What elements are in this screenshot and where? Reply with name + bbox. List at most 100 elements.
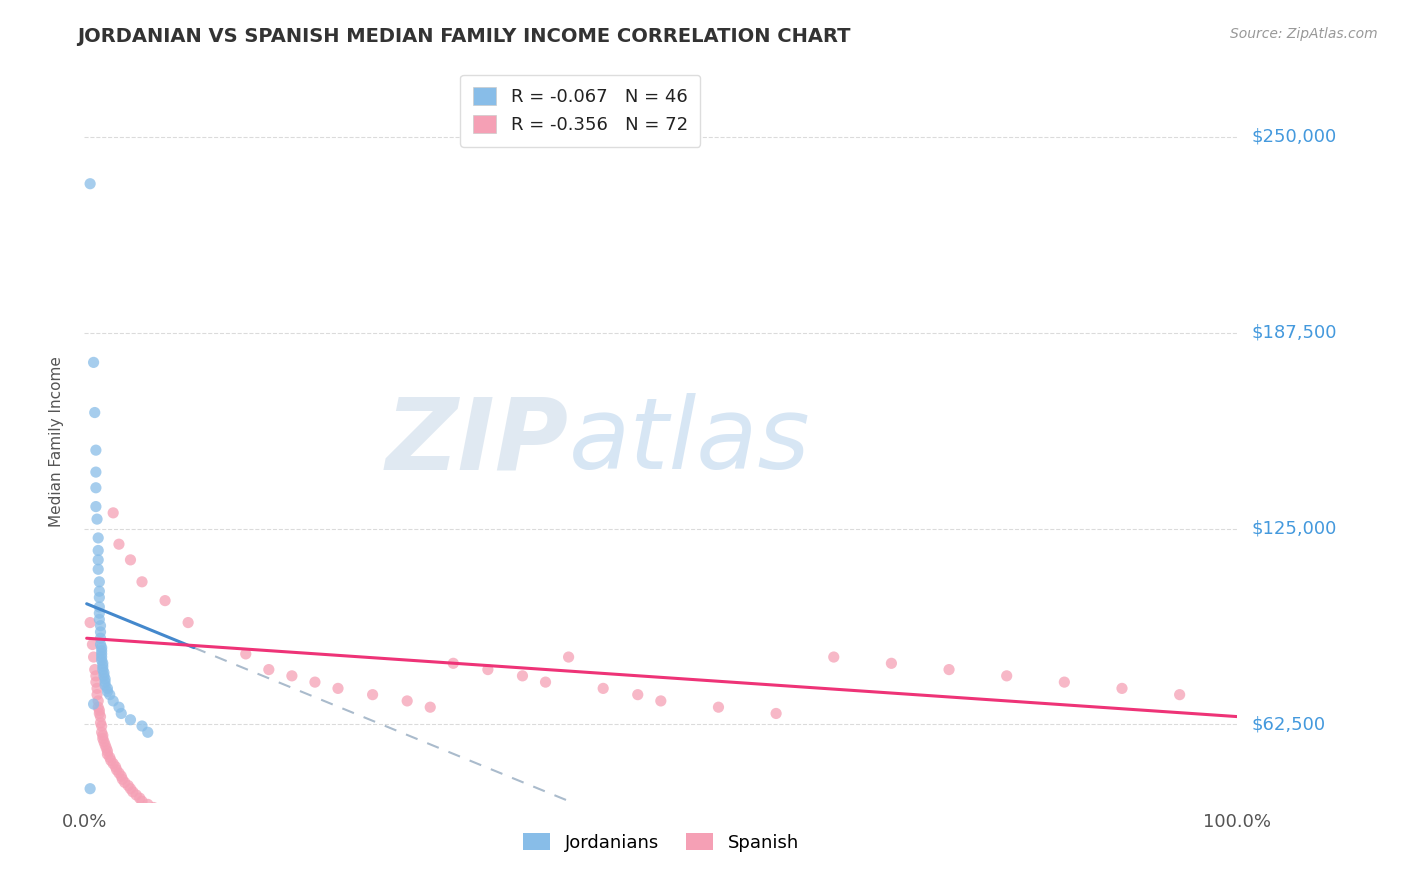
Point <box>111 772 134 787</box>
Point <box>200 813 222 827</box>
Point <box>100 754 122 768</box>
Y-axis label: Median Family Income: Median Family Income <box>49 356 63 527</box>
Point <box>103 694 124 708</box>
Text: JORDANIAN VS SPANISH MEDIAN FAMILY INCOME CORRELATION CHART: JORDANIAN VS SPANISH MEDIAN FAMILY INCOM… <box>77 27 851 45</box>
Text: $125,000: $125,000 <box>1251 519 1337 538</box>
Point <box>110 769 132 783</box>
Point <box>84 669 107 683</box>
Text: atlas: atlas <box>568 393 810 490</box>
Point <box>120 781 142 796</box>
Point <box>90 725 112 739</box>
Point <box>87 694 110 708</box>
Point <box>1111 681 1133 696</box>
Point <box>91 728 114 742</box>
Point <box>79 177 101 191</box>
Point <box>90 640 112 655</box>
Point <box>90 650 112 665</box>
Point <box>177 615 200 630</box>
Point <box>86 688 108 702</box>
Point <box>557 650 579 665</box>
Point <box>89 706 111 721</box>
Point <box>103 506 124 520</box>
Point <box>91 659 114 673</box>
Point <box>89 612 111 626</box>
Point <box>83 355 105 369</box>
Point <box>361 688 384 702</box>
Point <box>104 760 127 774</box>
Legend: Jordanians, Spanish: Jordanians, Spanish <box>516 826 806 859</box>
Point <box>125 788 148 802</box>
Point <box>108 766 131 780</box>
Point <box>441 657 464 671</box>
Point <box>257 663 280 677</box>
Point <box>131 574 153 589</box>
Point <box>90 647 112 661</box>
Point <box>83 650 105 665</box>
Point <box>84 443 107 458</box>
Point <box>211 816 233 830</box>
Point <box>120 553 142 567</box>
Point <box>89 709 111 723</box>
Point <box>995 669 1018 683</box>
Point <box>117 779 139 793</box>
Point <box>87 700 110 714</box>
Point <box>96 747 118 762</box>
Point <box>419 700 441 714</box>
Point <box>98 750 121 764</box>
Text: $250,000: $250,000 <box>1251 128 1337 145</box>
Point <box>142 800 165 814</box>
Point <box>880 657 903 671</box>
Point <box>89 574 111 589</box>
Point <box>1168 688 1191 702</box>
Point <box>89 591 111 605</box>
Point <box>96 741 118 756</box>
Point <box>103 756 124 771</box>
Point <box>87 562 110 576</box>
Point <box>86 512 108 526</box>
Point <box>87 531 110 545</box>
Point <box>94 672 117 686</box>
Point <box>136 725 159 739</box>
Point <box>1053 675 1076 690</box>
Point <box>89 584 111 599</box>
Text: $187,500: $187,500 <box>1251 324 1337 342</box>
Point <box>89 638 111 652</box>
Point <box>938 663 960 677</box>
Point <box>110 706 132 721</box>
Point <box>235 647 257 661</box>
Point <box>153 593 176 607</box>
Point <box>82 638 104 652</box>
Point <box>79 615 101 630</box>
Point <box>84 500 107 514</box>
Point <box>94 678 117 692</box>
Point <box>121 785 143 799</box>
Point <box>89 624 111 639</box>
Point <box>87 553 110 567</box>
Text: Source: ZipAtlas.com: Source: ZipAtlas.com <box>1230 27 1378 41</box>
Point <box>650 694 672 708</box>
Point <box>114 775 136 789</box>
Point <box>89 606 111 620</box>
Point <box>96 744 118 758</box>
Point <box>108 700 131 714</box>
Point <box>592 681 614 696</box>
Point <box>160 804 183 818</box>
Point <box>87 543 110 558</box>
Point <box>326 681 349 696</box>
Point <box>94 675 117 690</box>
Point <box>304 675 326 690</box>
Point <box>90 644 112 658</box>
Text: ZIP: ZIP <box>385 393 568 490</box>
Point <box>512 669 534 683</box>
Point <box>83 663 105 677</box>
Point <box>131 719 153 733</box>
Point <box>83 697 105 711</box>
Point <box>93 734 115 748</box>
Point <box>823 650 845 665</box>
Point <box>707 700 730 714</box>
Point <box>86 681 108 696</box>
Point <box>765 706 787 721</box>
Point <box>98 688 121 702</box>
Point <box>89 703 111 717</box>
Point <box>281 669 304 683</box>
